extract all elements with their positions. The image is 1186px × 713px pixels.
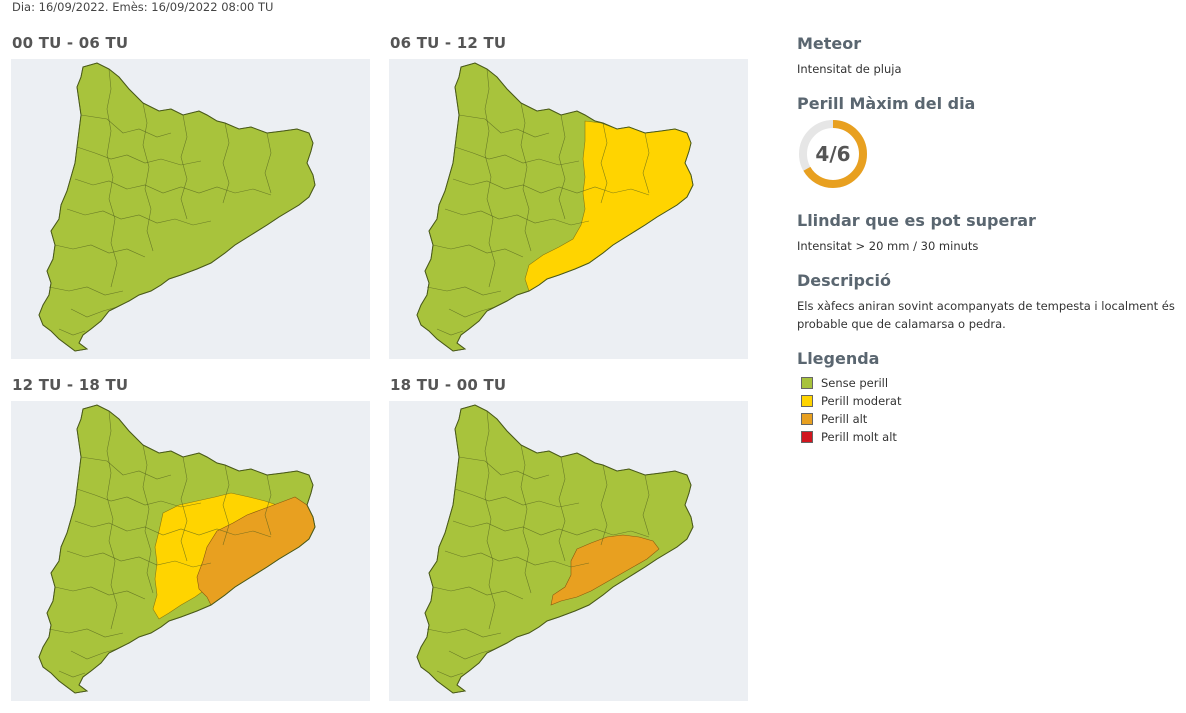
date-line: Dia: 16/09/2022. Emès: 16/09/2022 08:00 …: [12, 0, 274, 14]
comarca-border: [54, 586, 146, 600]
donut-fill: [799, 120, 867, 188]
catalonia-map-4: [416, 404, 694, 694]
period-label-4: 18 TU - 00 TU: [390, 376, 507, 394]
comarca-border: [70, 648, 118, 660]
comarca-border: [520, 444, 532, 594]
legend-label: Perill molt alt: [821, 430, 897, 444]
comarca-border: [264, 474, 272, 536]
comarca-border: [448, 648, 496, 660]
comarca-border: [76, 488, 202, 508]
comarca-border: [80, 456, 172, 480]
legend-item: Perill alt: [801, 410, 901, 428]
period-label-2: 06 TU - 12 TU: [390, 34, 507, 52]
comarca-border: [106, 410, 118, 630]
comarca-border: [484, 68, 496, 288]
llegenda-title: Llegenda: [797, 349, 880, 368]
comarca-border: [426, 286, 502, 296]
comarca-border: [54, 244, 146, 258]
legend-swatch: [801, 413, 813, 425]
zone-perill-alt: [550, 534, 660, 606]
comarca-border: [58, 328, 86, 336]
legend-label: Perill moderat: [821, 394, 902, 408]
legend-swatch: [801, 431, 813, 443]
comarca-border: [452, 178, 650, 196]
comarca-border: [142, 444, 154, 594]
llindar-title: Llindar que es pot superar: [797, 211, 1036, 230]
comarca-border: [454, 146, 580, 166]
legend-swatch: [801, 395, 813, 407]
legend-label: Sense perill: [821, 376, 889, 390]
map-panel-2[interactable]: [389, 59, 748, 359]
legend: Sense perill Perill moderat Perill alt P…: [801, 374, 901, 446]
map-panel-3[interactable]: [11, 401, 370, 701]
comarca-border: [180, 456, 188, 562]
legend-swatch: [801, 377, 813, 389]
perill-title: Perill Màxim del dia: [797, 94, 976, 113]
comarca-border: [142, 102, 154, 252]
comarca-border: [180, 114, 188, 220]
comarca-border: [66, 550, 212, 568]
comarca-border: [76, 146, 202, 166]
catalonia-map-1: [38, 62, 316, 352]
comarca-border: [452, 520, 650, 538]
comarca-border: [106, 68, 118, 288]
comarca-border: [600, 464, 608, 546]
comarca-border: [520, 102, 532, 252]
comarca-border: [444, 550, 590, 568]
territory-outline: [416, 404, 694, 694]
perill-donut: 4/6: [797, 118, 869, 190]
comarca-border: [70, 306, 118, 318]
catalonia-map-3: [38, 404, 316, 694]
descripcio-value: Els xàfecs aniran sovint acompanyats de …: [797, 299, 1175, 331]
comarca-border: [600, 122, 608, 204]
comarca-border: [48, 628, 124, 638]
comarca-border: [436, 670, 464, 678]
comarca-border: [558, 456, 566, 562]
llindar-value: Intensitat > 20 mm / 30 minuts: [797, 239, 979, 253]
comarca-border: [432, 244, 524, 258]
comarca-border: [48, 286, 124, 296]
comarca-border: [558, 114, 566, 220]
legend-item: Perill molt alt: [801, 428, 901, 446]
meteor-title: Meteor: [797, 34, 862, 53]
comarca-border: [444, 208, 590, 226]
comarca-border: [58, 670, 86, 678]
comarca-border: [222, 122, 230, 204]
territory-outline: [38, 404, 316, 694]
comarca-border: [484, 410, 496, 630]
comarca-border: [74, 178, 272, 196]
legend-item: Perill moderat: [801, 392, 901, 410]
legend-label: Perill alt: [821, 412, 868, 426]
comarca-border: [642, 132, 650, 194]
territory-outline: [416, 62, 694, 352]
perill-value: 4/6: [815, 142, 850, 166]
comarca-border: [458, 114, 550, 138]
meteor-value: Intensitat de pluja: [797, 62, 902, 76]
comarca-border: [80, 114, 172, 138]
territory-sense-perill: [38, 62, 316, 352]
territory-outline: [38, 62, 316, 352]
comarca-border: [458, 456, 550, 480]
comarca-border: [74, 520, 272, 538]
period-label-1: 00 TU - 06 TU: [12, 34, 129, 52]
descripcio-title: Descripció: [797, 271, 891, 290]
comarca-border: [436, 328, 464, 336]
map-panel-4[interactable]: [389, 401, 748, 701]
comarca-border: [66, 208, 212, 226]
comarca-border: [426, 628, 502, 638]
comarca-border: [432, 586, 524, 600]
comarca-border: [454, 488, 580, 508]
legend-item: Sense perill: [801, 374, 901, 392]
comarca-border: [448, 306, 496, 318]
comarca-border: [264, 132, 272, 194]
comarca-border: [642, 474, 650, 536]
map-panel-1[interactable]: [11, 59, 370, 359]
period-label-3: 12 TU - 18 TU: [12, 376, 129, 394]
comarca-border: [222, 464, 230, 546]
catalonia-map-2: [416, 62, 694, 352]
